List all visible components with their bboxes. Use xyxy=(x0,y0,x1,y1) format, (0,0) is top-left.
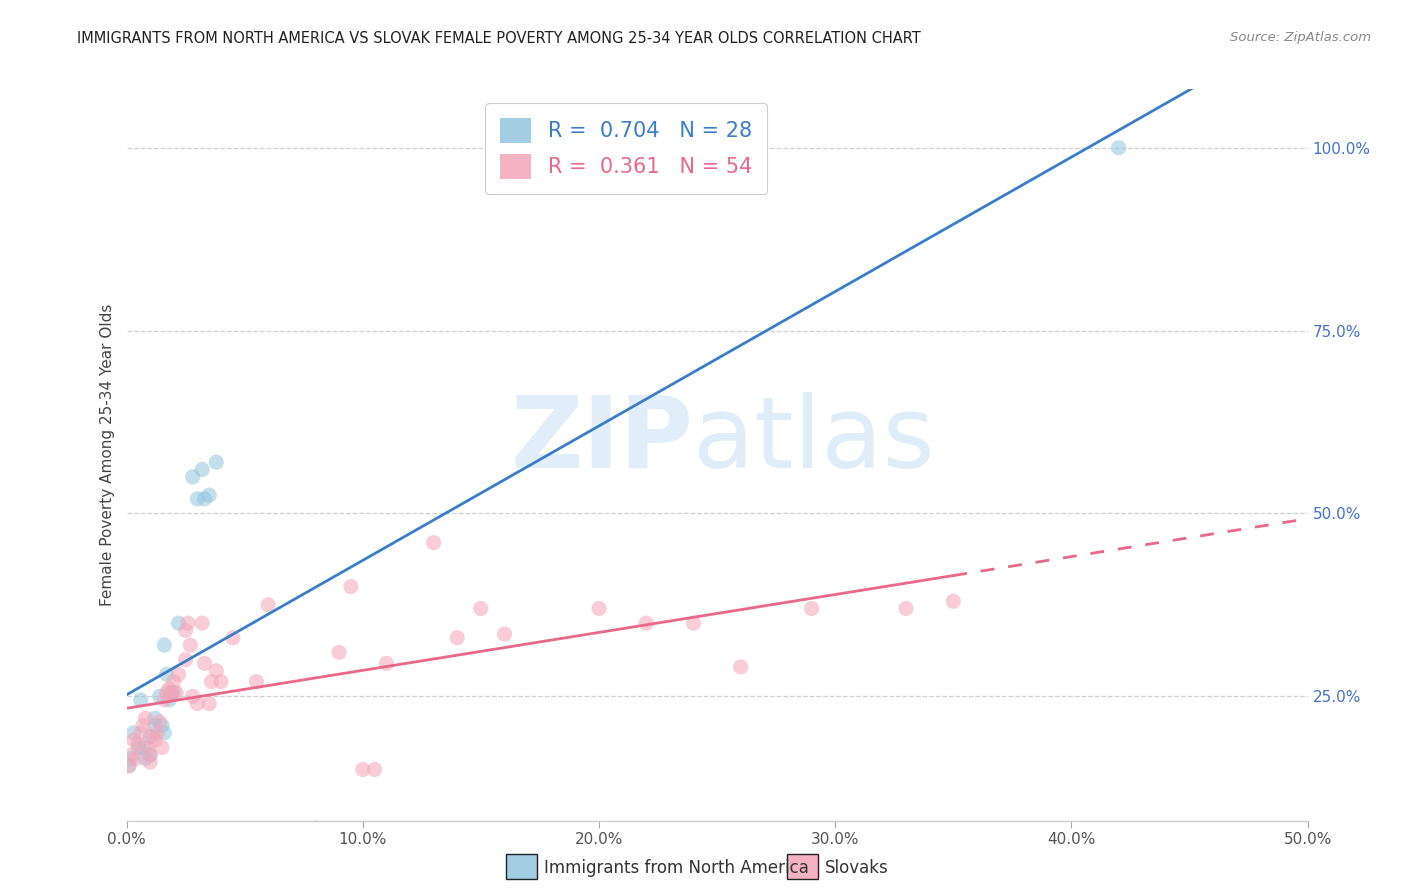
Point xyxy=(139,747,162,762)
Point xyxy=(446,631,468,645)
Point xyxy=(143,718,166,732)
Point xyxy=(153,638,176,652)
Point xyxy=(118,758,141,772)
Text: Slovaks: Slovaks xyxy=(825,859,889,877)
Point xyxy=(139,755,162,769)
Point xyxy=(160,685,183,699)
Point xyxy=(636,616,658,631)
Point xyxy=(129,726,152,740)
Point xyxy=(139,730,162,744)
Point xyxy=(153,726,176,740)
Point xyxy=(682,616,704,631)
Point xyxy=(143,711,166,725)
Point xyxy=(149,714,172,729)
Point xyxy=(174,653,197,667)
Point xyxy=(209,674,232,689)
Point xyxy=(174,624,197,638)
Point xyxy=(193,657,215,671)
Point xyxy=(340,580,363,594)
Point xyxy=(165,685,187,699)
Point xyxy=(122,733,145,747)
Point xyxy=(205,664,228,678)
Point xyxy=(132,718,155,732)
Point xyxy=(127,740,149,755)
Text: ZIP: ZIP xyxy=(510,392,693,489)
Point xyxy=(352,763,374,777)
Point xyxy=(127,737,149,751)
Point xyxy=(153,693,176,707)
Point xyxy=(129,693,152,707)
Point xyxy=(132,740,155,755)
Point xyxy=(139,747,162,762)
Point xyxy=(470,601,492,615)
Point xyxy=(141,730,163,744)
Point xyxy=(160,685,183,699)
Point xyxy=(205,455,228,469)
Point xyxy=(494,627,516,641)
Point xyxy=(149,690,172,704)
Point xyxy=(942,594,965,608)
Legend: R =  0.704   N = 28, R =  0.361   N = 54: R = 0.704 N = 28, R = 0.361 N = 54 xyxy=(485,103,766,194)
Point xyxy=(894,601,917,615)
Point xyxy=(730,660,752,674)
Point xyxy=(150,740,173,755)
Point xyxy=(134,751,156,765)
Point xyxy=(150,718,173,732)
Point xyxy=(167,616,190,631)
Point xyxy=(422,535,444,549)
Point xyxy=(1108,141,1130,155)
Point xyxy=(304,821,326,835)
Point xyxy=(134,711,156,725)
Point xyxy=(156,667,179,681)
Point xyxy=(157,693,180,707)
Point xyxy=(328,645,350,659)
Point xyxy=(163,674,186,689)
Point xyxy=(800,601,823,615)
Point xyxy=(222,631,245,645)
Point xyxy=(191,462,214,476)
Point xyxy=(120,751,142,765)
Point xyxy=(363,763,385,777)
Point xyxy=(588,601,610,615)
Point xyxy=(200,674,222,689)
Point xyxy=(143,733,166,747)
Point xyxy=(122,726,145,740)
Point xyxy=(179,638,201,652)
Text: Immigrants from North America: Immigrants from North America xyxy=(544,859,808,877)
Point xyxy=(177,616,200,631)
Point xyxy=(193,491,215,506)
Point xyxy=(181,690,204,704)
Text: Source: ZipAtlas.com: Source: ZipAtlas.com xyxy=(1230,31,1371,45)
Point xyxy=(163,685,186,699)
Point xyxy=(191,616,214,631)
Point xyxy=(118,758,141,772)
Point xyxy=(186,491,208,506)
Point xyxy=(198,697,221,711)
Y-axis label: Female Poverty Among 25-34 Year Olds: Female Poverty Among 25-34 Year Olds xyxy=(100,304,115,606)
Point xyxy=(257,598,280,612)
Point xyxy=(186,697,208,711)
Point xyxy=(157,681,180,696)
Text: IMMIGRANTS FROM NORTH AMERICA VS SLOVAK FEMALE POVERTY AMONG 25-34 YEAR OLDS COR: IMMIGRANTS FROM NORTH AMERICA VS SLOVAK … xyxy=(77,31,921,46)
Point xyxy=(245,674,267,689)
Point xyxy=(167,667,190,681)
Point xyxy=(198,488,221,502)
Point xyxy=(375,657,398,671)
Point xyxy=(156,685,179,699)
Point xyxy=(181,470,204,484)
Point xyxy=(146,726,169,740)
Point xyxy=(125,751,148,765)
Point xyxy=(120,747,142,762)
Point xyxy=(136,740,159,755)
Text: atlas: atlas xyxy=(693,392,935,489)
